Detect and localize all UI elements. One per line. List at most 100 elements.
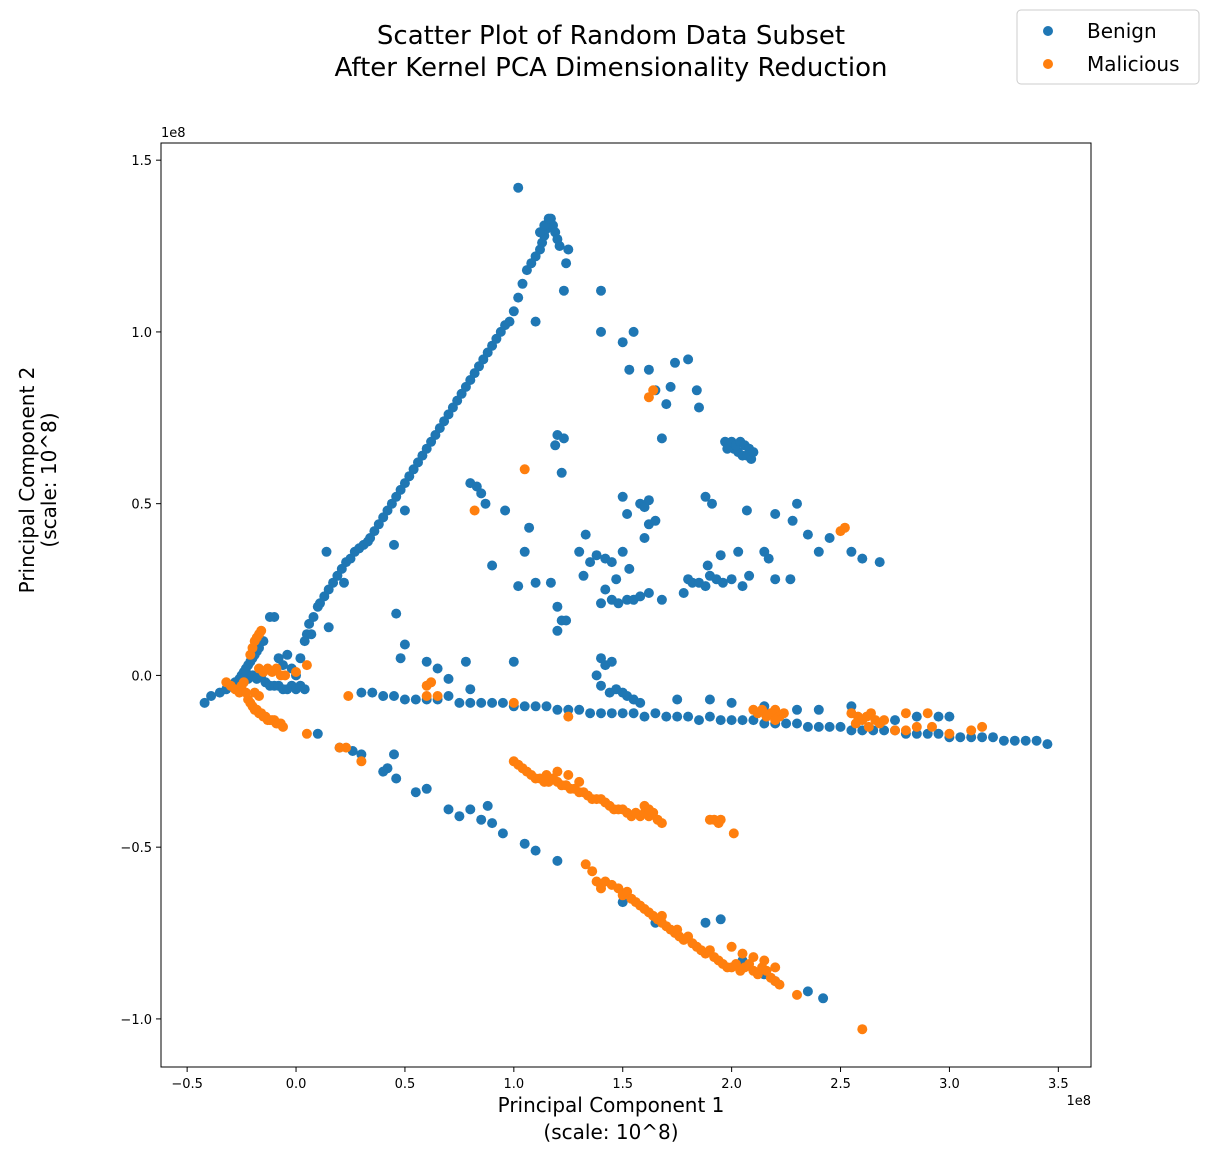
point-benign-135 [665, 381, 676, 392]
point-benign-310 [672, 694, 683, 705]
point-benign-159 [556, 467, 567, 478]
point-benign-41 [295, 653, 306, 664]
point-benign-155 [748, 447, 759, 458]
point-malicious-150 [857, 1024, 868, 1035]
point-benign-281 [737, 715, 748, 726]
legend: Benign Malicious [1016, 9, 1200, 85]
point-benign-211 [737, 581, 748, 592]
point-benign-136 [670, 357, 680, 368]
point-malicious-184 [839, 522, 850, 533]
point-benign-195 [650, 515, 661, 526]
point-benign-93 [508, 306, 519, 317]
point-malicious-143 [737, 948, 748, 959]
point-benign-173 [561, 615, 572, 626]
point-benign-249 [389, 691, 399, 701]
point-benign-115 [389, 539, 399, 550]
point-malicious-87 [541, 770, 552, 780]
point-malicious-5 [238, 677, 249, 688]
x-tick-label: 2.0 [721, 1077, 742, 1092]
point-benign-124 [530, 316, 541, 327]
point-benign-177 [585, 557, 596, 568]
x-tick-label: 1.0 [503, 1077, 524, 1092]
point-benign-158 [550, 440, 561, 451]
point-benign-117 [391, 608, 402, 619]
point-benign-168 [530, 577, 541, 588]
point-benign-218 [770, 574, 781, 585]
y-offset-multiplier: 1e8 [161, 126, 186, 141]
point-benign-336 [487, 818, 498, 829]
y-axis-title-line-1: Principal Component 2 [15, 367, 39, 594]
point-malicious-23 [278, 721, 288, 732]
point-benign-94 [513, 292, 524, 303]
y-tick-label: 1.5 [131, 154, 152, 169]
point-benign-162 [476, 488, 487, 499]
legend-marker-benign [1043, 26, 1053, 36]
point-benign-280 [726, 715, 737, 726]
point-malicious-50 [508, 697, 519, 708]
chart-title-line-2: After Kernel PCA Dimensionality Reductio… [335, 53, 888, 83]
point-malicious-88 [552, 766, 563, 777]
point-malicious-43 [341, 742, 352, 753]
point-benign-186 [596, 598, 606, 609]
point-benign-273 [650, 708, 661, 719]
point-benign-179 [591, 550, 602, 561]
point-benign-193 [639, 533, 650, 543]
point-benign-209 [717, 577, 728, 588]
point-benign-185 [600, 584, 611, 595]
point-benign-200 [622, 509, 633, 519]
point-benign-320 [944, 711, 955, 722]
chart-title-line-1: Scatter Plot of Random Data Subset [377, 21, 845, 51]
point-benign-125 [563, 244, 574, 255]
point-benign-202 [678, 588, 689, 598]
point-benign-169 [524, 522, 535, 533]
point-benign-329 [410, 787, 421, 798]
point-benign-130 [617, 337, 628, 348]
point-benign-182 [617, 546, 628, 557]
point-malicious-148 [656, 910, 667, 921]
x-axis: −0.5 0.0 0.5 1.0 1.5 2.0 2.5 3.0 3.5 [171, 1067, 1069, 1092]
point-benign-261 [519, 701, 530, 712]
point-benign-238 [591, 670, 602, 681]
point-malicious-38 [301, 660, 312, 671]
point-benign-201 [656, 594, 667, 605]
point-benign-335 [482, 800, 493, 811]
point-benign-40 [299, 684, 310, 695]
point-benign-157 [558, 433, 569, 444]
y-tick-label: 1.0 [131, 326, 152, 341]
point-benign-251 [410, 694, 421, 705]
point-benign-299 [933, 728, 944, 739]
legend-marker-malicious [1043, 59, 1053, 69]
point-benign-206 [700, 581, 711, 592]
point-benign-339 [530, 845, 541, 856]
point-benign-254 [443, 691, 454, 701]
point-benign-333 [465, 804, 476, 815]
point-benign-229 [770, 509, 781, 519]
point-benign-290 [835, 721, 846, 732]
point-benign-334 [476, 814, 487, 825]
point-benign-287 [802, 721, 813, 732]
x-tick-label: 0.5 [395, 1077, 416, 1092]
point-malicious-168 [863, 721, 874, 732]
point-benign-192 [643, 588, 654, 598]
point-benign-303 [977, 732, 988, 743]
point-benign-176 [580, 529, 591, 540]
point-benign-0 [199, 697, 210, 708]
point-benign-233 [465, 684, 476, 695]
plot-frame [160, 142, 1092, 1068]
point-malicious-36 [280, 670, 291, 681]
point-malicious-169 [850, 718, 861, 729]
point-benign-215 [733, 546, 744, 557]
point-benign-245 [635, 697, 646, 708]
point-benign-270 [617, 708, 628, 719]
point-benign-331 [443, 804, 454, 815]
point-benign-184 [611, 574, 622, 585]
point-benign-111 [543, 213, 554, 224]
point-benign-288 [813, 721, 824, 732]
point-benign-325 [389, 749, 399, 760]
point-benign-191 [635, 591, 646, 602]
point-malicious-176 [900, 708, 911, 719]
point-malicious-95 [728, 828, 739, 839]
point-benign-174 [552, 625, 563, 636]
point-benign-123 [513, 182, 524, 193]
